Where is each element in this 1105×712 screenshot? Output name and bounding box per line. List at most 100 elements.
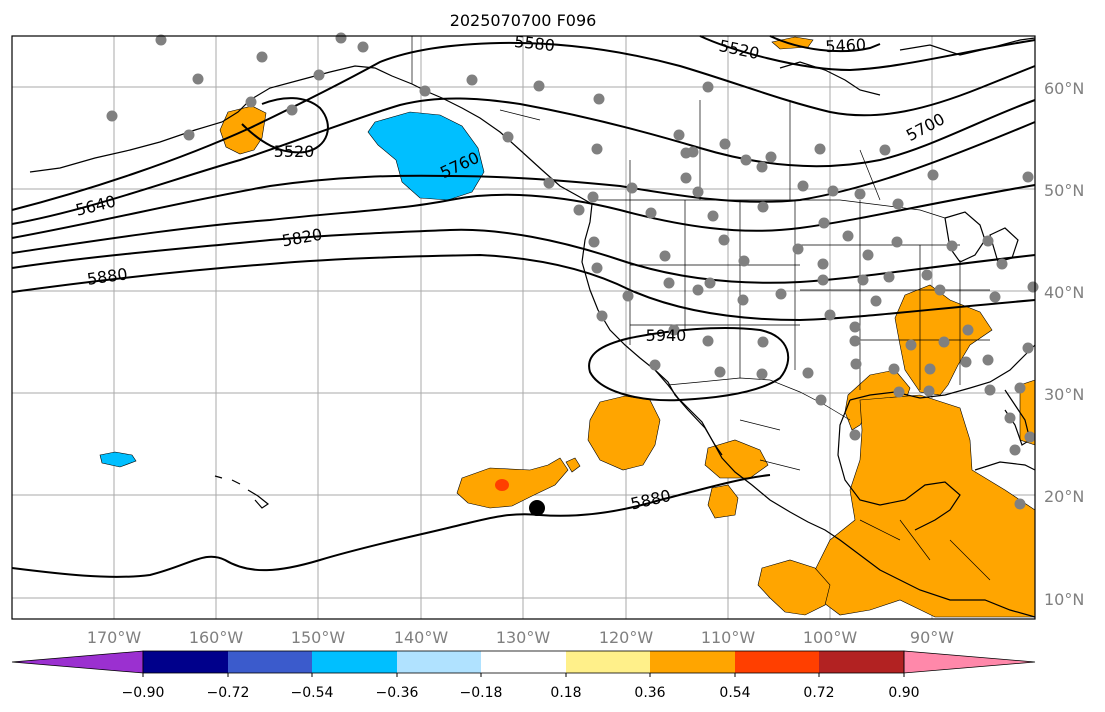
station-marker	[946, 240, 958, 252]
anomaly-alaska	[219, 105, 267, 155]
station-marker	[888, 363, 900, 375]
station-marker	[1024, 431, 1036, 443]
station-marker	[673, 129, 685, 141]
station-marker	[938, 336, 950, 348]
alaska-coast	[29, 65, 593, 205]
station-marker	[1009, 444, 1021, 456]
station-marker	[824, 309, 836, 321]
station-marker	[850, 358, 862, 370]
station-marker	[827, 185, 839, 197]
station-marker	[663, 277, 675, 289]
colorbar-extend-max	[903, 650, 1036, 674]
station-marker	[737, 294, 749, 306]
west-coast	[581, 203, 1036, 618]
station-marker	[817, 274, 829, 286]
station-marker	[854, 188, 866, 200]
lon-label: 140°W	[394, 628, 449, 647]
station-marker	[740, 154, 752, 166]
station-marker	[587, 191, 599, 203]
station-marker	[817, 258, 829, 270]
mexico-gulf	[837, 399, 961, 531]
station-marker	[757, 201, 769, 213]
station-marker	[797, 180, 809, 192]
us-mexico-border	[667, 377, 851, 421]
lat-label: 60°N	[1044, 79, 1084, 98]
positive-anomaly-shading	[219, 36, 1036, 618]
contour-5880-south	[11, 474, 771, 578]
station-marker	[891, 236, 903, 248]
anomaly-central-america-sw	[757, 559, 831, 616]
lat-label: 40°N	[1044, 283, 1084, 302]
station-marker	[313, 69, 325, 81]
colorbar-tick-label: −0.54	[291, 685, 334, 701]
colorbar-tick-label: 0.18	[550, 685, 581, 701]
contour-5520-east	[699, 35, 1036, 72]
contour-5520-alaska	[241, 97, 329, 154]
station-marker	[687, 146, 699, 158]
station-marker	[982, 354, 994, 366]
station-marker	[802, 367, 814, 379]
station-marker	[702, 81, 714, 93]
station-marker	[626, 182, 638, 194]
station-marker	[934, 284, 946, 296]
station-marker	[923, 385, 935, 397]
canada-provinces	[499, 100, 881, 201]
station-markers	[106, 32, 1039, 510]
station-marker	[1014, 498, 1026, 510]
colorbar-segment	[566, 651, 650, 673]
contour-label: 5580	[513, 32, 555, 55]
mexico-states	[739, 419, 991, 581]
lon-label: 130°W	[496, 628, 551, 647]
station-marker	[962, 324, 974, 336]
colorbar-tick-label: −0.72	[207, 685, 250, 701]
station-marker	[893, 386, 905, 398]
lon-label: 120°W	[599, 628, 654, 647]
station-marker	[245, 96, 257, 108]
station-marker	[792, 243, 804, 255]
contour-label: 5940	[646, 326, 687, 345]
station-marker	[645, 207, 657, 219]
anomaly-hawaii	[99, 451, 137, 468]
colorbar-tick-label: 0.54	[719, 685, 750, 701]
station-marker	[622, 290, 634, 302]
station-marker	[883, 271, 895, 283]
station-marker	[1022, 342, 1034, 354]
station-marker	[155, 34, 167, 46]
lon-label: 100°W	[803, 628, 858, 647]
colorbar-tick-label: 0.36	[634, 685, 665, 701]
map-border	[11, 35, 1036, 620]
baja	[654, 369, 723, 456]
state-lines	[629, 200, 990, 390]
anomaly-peak	[495, 479, 509, 491]
station-marker	[756, 368, 768, 380]
station-marker	[1027, 281, 1039, 293]
station-marker	[543, 177, 555, 189]
lon-label: 170°W	[87, 628, 142, 647]
station-marker	[680, 172, 692, 184]
station-marker	[842, 230, 854, 242]
lat-label: 30°N	[1044, 385, 1084, 404]
hawaii-islands	[214, 475, 270, 509]
station-marker	[502, 131, 514, 143]
station-marker	[905, 339, 917, 351]
colorbar-segment	[228, 651, 312, 673]
station-marker	[879, 144, 891, 156]
colorbar-outline	[142, 650, 905, 674]
colorbar-segment	[650, 651, 735, 673]
contour-label: 5460	[825, 35, 867, 56]
station-marker	[668, 324, 680, 336]
station-marker	[533, 80, 545, 92]
station-marker	[1004, 412, 1016, 424]
station-marker	[591, 262, 603, 274]
lon-label: 150°W	[291, 628, 346, 647]
station-marker	[892, 198, 904, 210]
station-marker	[335, 32, 347, 44]
station-marker	[718, 234, 730, 246]
station-marker	[256, 51, 268, 63]
colorbar-tick-labels: −0.90 −0.72 −0.54 −0.36 −0.18 0.18 0.36 …	[122, 685, 920, 701]
station-marker	[596, 310, 608, 322]
station-marker	[192, 73, 204, 85]
longitude-labels: 170°W 160°W 150°W 140°W 130°W 120°W 110°…	[87, 628, 954, 647]
colorbar-segment	[819, 651, 904, 673]
contour-5820	[11, 228, 1036, 284]
